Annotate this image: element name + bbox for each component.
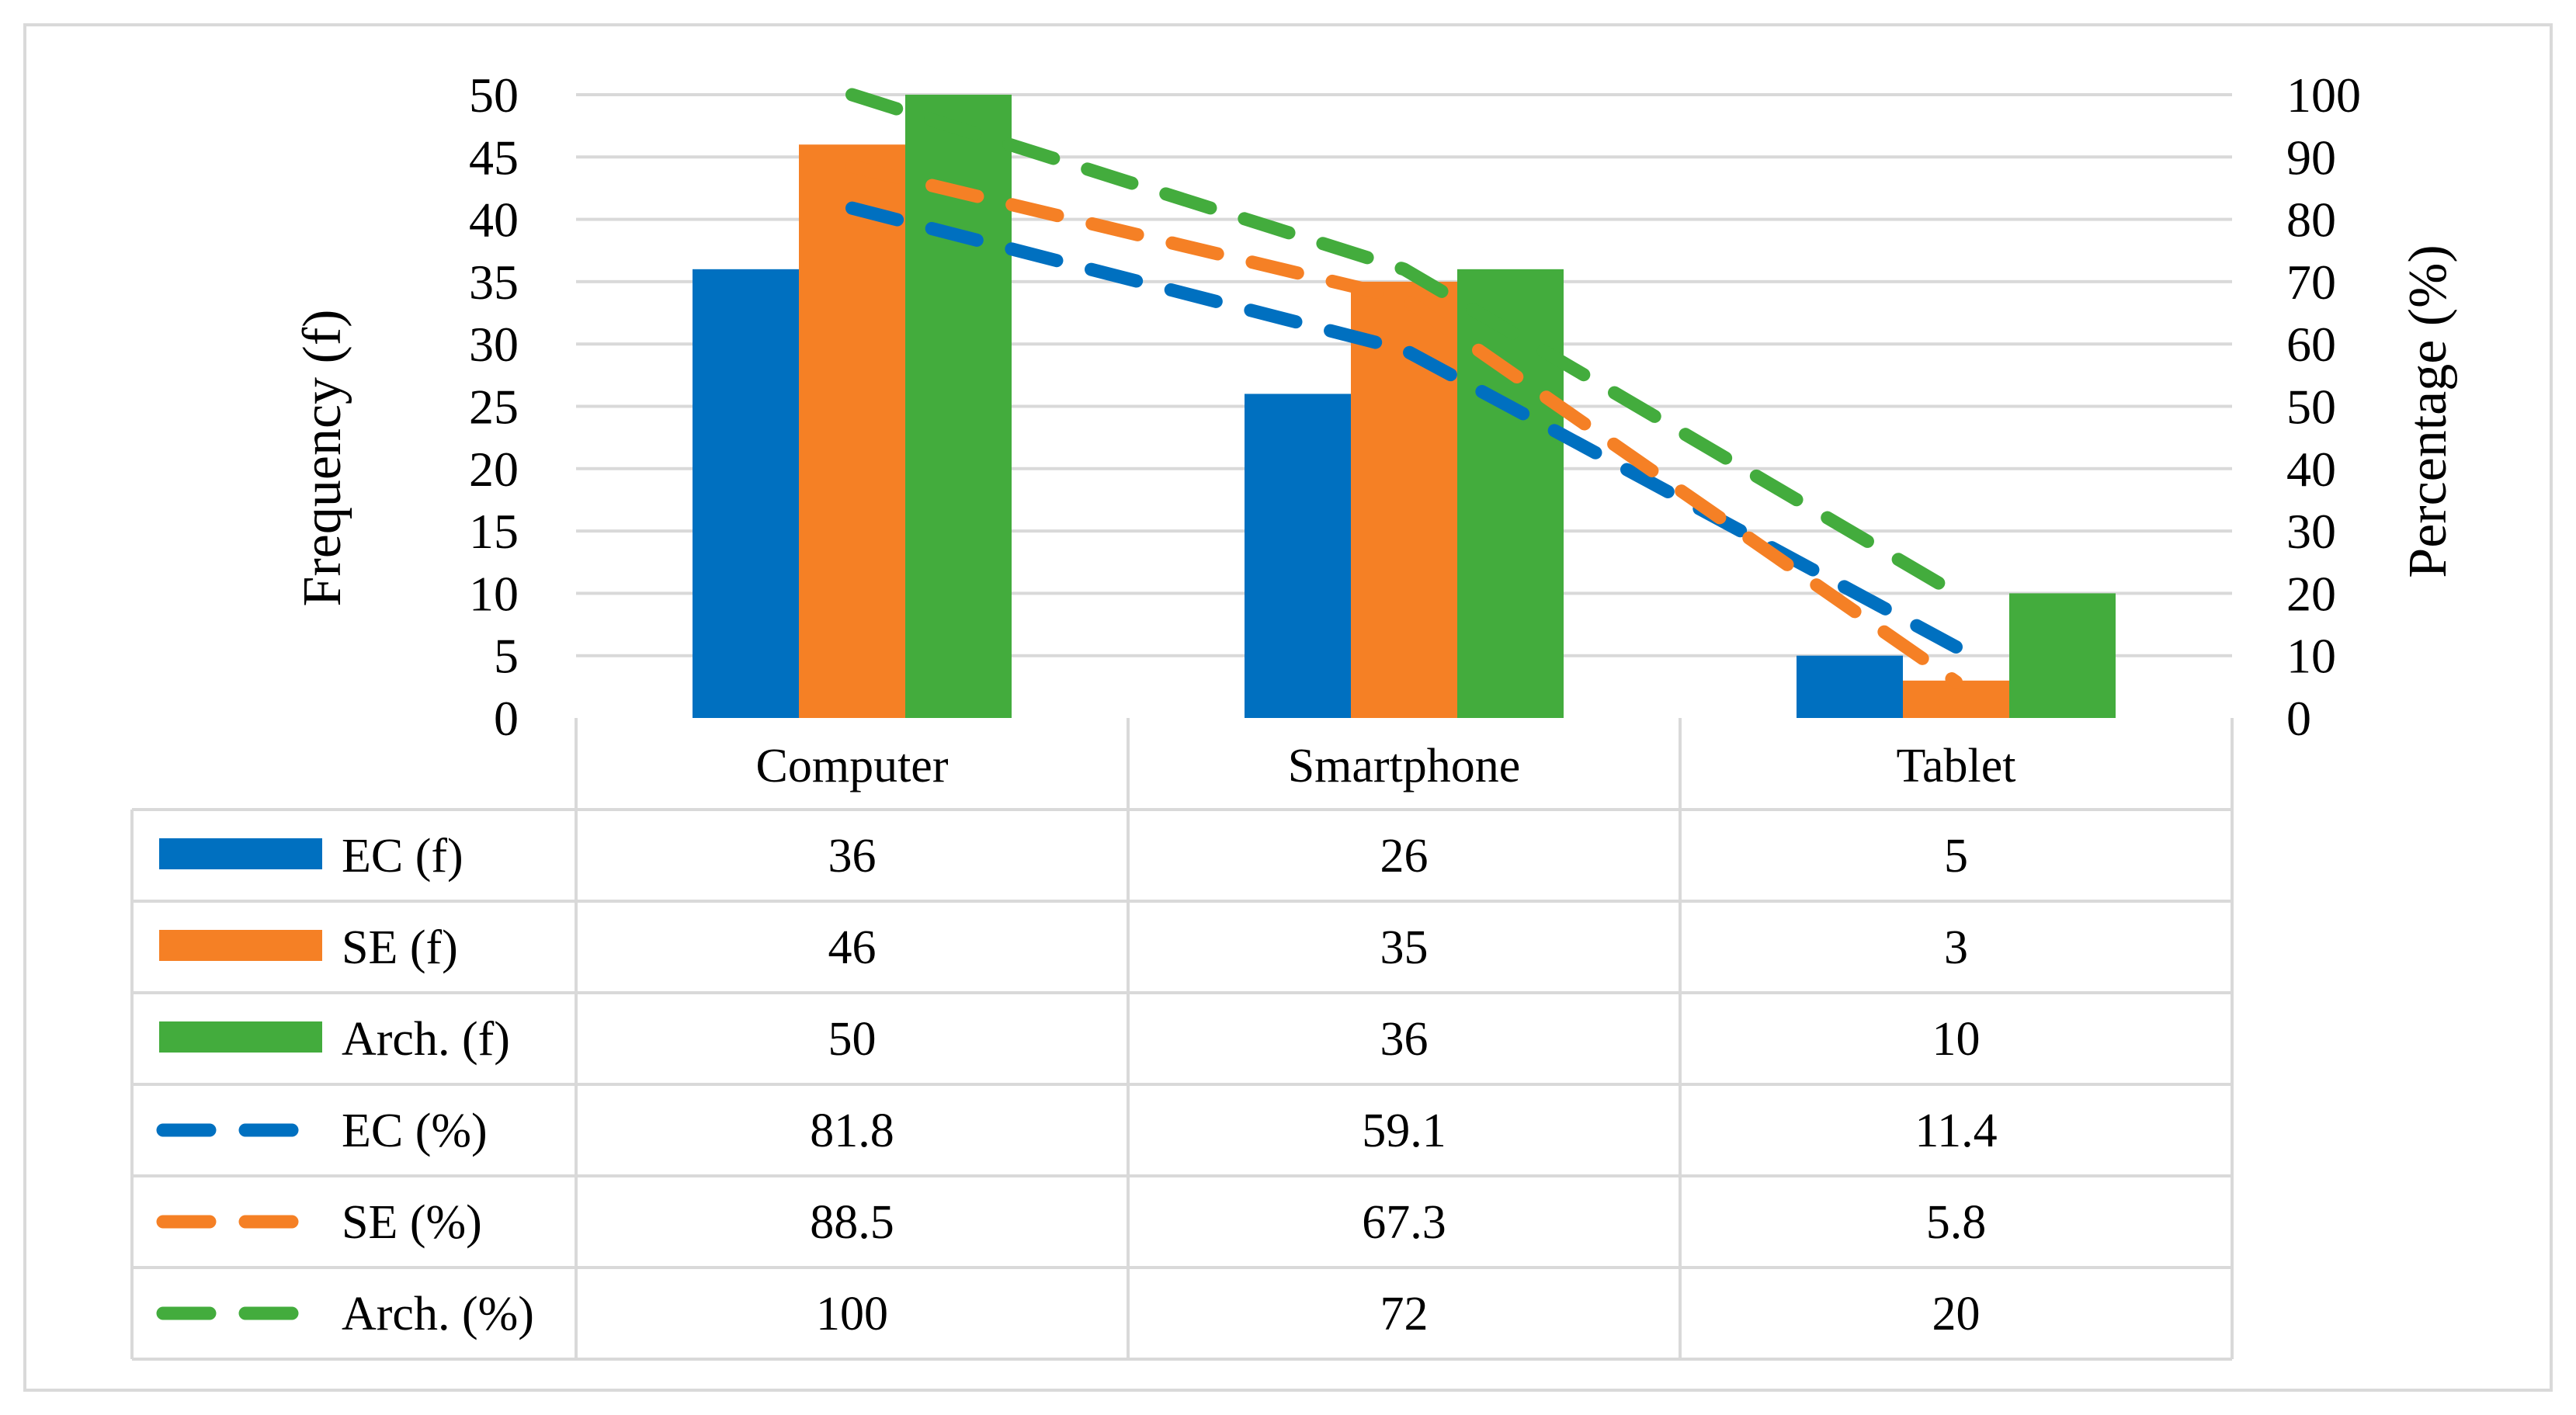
y-tick-label: 5 xyxy=(494,629,519,684)
y2-tick-label: 0 xyxy=(2286,691,2311,746)
bar-se-f-computer xyxy=(799,144,905,719)
table-cell-value: 100 xyxy=(816,1288,888,1340)
y-tick-label: 30 xyxy=(469,317,519,372)
y-tick-label: 40 xyxy=(469,192,519,248)
legend-label: SE (%) xyxy=(342,1196,482,1249)
left-axis-ticks: 0 5 10 15 20 25 30 35 40 45 50 xyxy=(469,68,519,746)
table-cell-value: 36 xyxy=(1380,1013,1429,1066)
x-tick-label: Computer xyxy=(756,740,949,792)
table-cell-value: 35 xyxy=(1380,921,1429,974)
y2-tick-label: 10 xyxy=(2286,629,2336,684)
table-cell-value: 50 xyxy=(828,1013,877,1066)
bar-arch-f-tablet xyxy=(2009,593,2116,718)
line-arch xyxy=(845,88,1963,600)
bar-ec-f-tablet xyxy=(1797,655,1903,718)
table-cell-value: 46 xyxy=(828,921,877,974)
y-tick-label: 25 xyxy=(469,380,519,435)
y2-tick-label: 30 xyxy=(2286,504,2336,559)
y-tick-label: 15 xyxy=(469,504,519,559)
table-cell-value: 67.3 xyxy=(1362,1196,1446,1249)
y2-tick-label: 50 xyxy=(2286,380,2336,435)
bar-ec-f-computer xyxy=(693,269,799,719)
y2-tick-label: 70 xyxy=(2286,255,2336,310)
table-cell-value: 5 xyxy=(1944,830,1968,883)
table-cell-value: 88.5 xyxy=(810,1196,894,1249)
y-tick-label: 20 xyxy=(469,442,519,497)
table-cell-value: 10 xyxy=(1932,1013,1981,1066)
table-cell-value: 5.8 xyxy=(1926,1196,1987,1249)
y-tick-label: 35 xyxy=(469,255,519,310)
y2-tick-label: 60 xyxy=(2286,317,2336,372)
table-cell-value: 11.4 xyxy=(1915,1105,1997,1157)
table-cell-value: 72 xyxy=(1380,1288,1429,1340)
legend-label: SE (f) xyxy=(342,921,458,974)
y-axis-title: Frequency (f) xyxy=(293,310,352,607)
table-cell-value: 81.8 xyxy=(810,1105,894,1157)
table-cell-value: 26 xyxy=(1380,830,1429,883)
table-cell-value: 36 xyxy=(828,830,877,883)
legend-key-ec-f xyxy=(159,838,322,869)
right-axis-ticks: 0 10 20 30 40 50 60 70 80 90 100 xyxy=(2286,68,2361,746)
y-tick-label: 50 xyxy=(469,68,519,123)
table-cell-value: 59.1 xyxy=(1362,1105,1446,1157)
y2-tick-label: 100 xyxy=(2286,68,2361,123)
table-cell-value: 3 xyxy=(1944,921,1968,974)
bar-se-f-smartphone xyxy=(1351,281,1457,718)
percentage-lines xyxy=(845,88,1963,688)
y-tick-label: 0 xyxy=(494,691,519,746)
legend-label: EC (f) xyxy=(342,830,463,883)
legend-label: EC (%) xyxy=(342,1105,488,1157)
bar-arch-f-smartphone xyxy=(1457,269,1564,719)
y2-tick-label: 90 xyxy=(2286,130,2336,185)
y2-axis-title: Percentage (%) xyxy=(2398,245,2458,577)
x-tick-label: Smartphone xyxy=(1288,740,1521,792)
y-tick-label: 10 xyxy=(469,566,519,621)
legend-label: Arch. (%) xyxy=(342,1288,534,1340)
y2-tick-label: 80 xyxy=(2286,192,2336,248)
line-se xyxy=(845,159,1963,688)
y2-tick-label: 20 xyxy=(2286,566,2336,621)
bars xyxy=(693,95,2116,719)
table-cell-value: 20 xyxy=(1932,1288,1981,1340)
data-table: Computer Smartphone Tablet EC (f) 36 26 5 SE (f… xyxy=(130,718,2234,1361)
legend-key-arch-f xyxy=(159,1021,322,1053)
legend-key-se-f xyxy=(159,930,322,961)
y-tick-label: 45 xyxy=(469,130,519,185)
y2-tick-label: 40 xyxy=(2286,442,2336,497)
x-tick-label: Tablet xyxy=(1896,740,2015,792)
bar-ec-f-smartphone xyxy=(1245,394,1351,718)
legend-label: Arch. (f) xyxy=(342,1013,510,1066)
